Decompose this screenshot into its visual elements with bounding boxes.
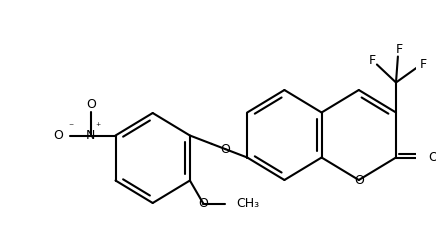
Text: F: F — [395, 43, 402, 56]
Text: F: F — [368, 54, 376, 67]
Text: ⁺: ⁺ — [96, 123, 101, 132]
Text: O: O — [53, 129, 63, 142]
Text: N: N — [86, 129, 95, 142]
Text: O: O — [429, 151, 436, 164]
Text: CH₃: CH₃ — [237, 197, 260, 210]
Text: O: O — [221, 143, 230, 156]
Text: ⁻: ⁻ — [68, 123, 73, 132]
Text: O: O — [198, 197, 208, 210]
Text: O: O — [86, 98, 95, 111]
Text: O: O — [354, 173, 364, 187]
Text: F: F — [420, 58, 427, 71]
